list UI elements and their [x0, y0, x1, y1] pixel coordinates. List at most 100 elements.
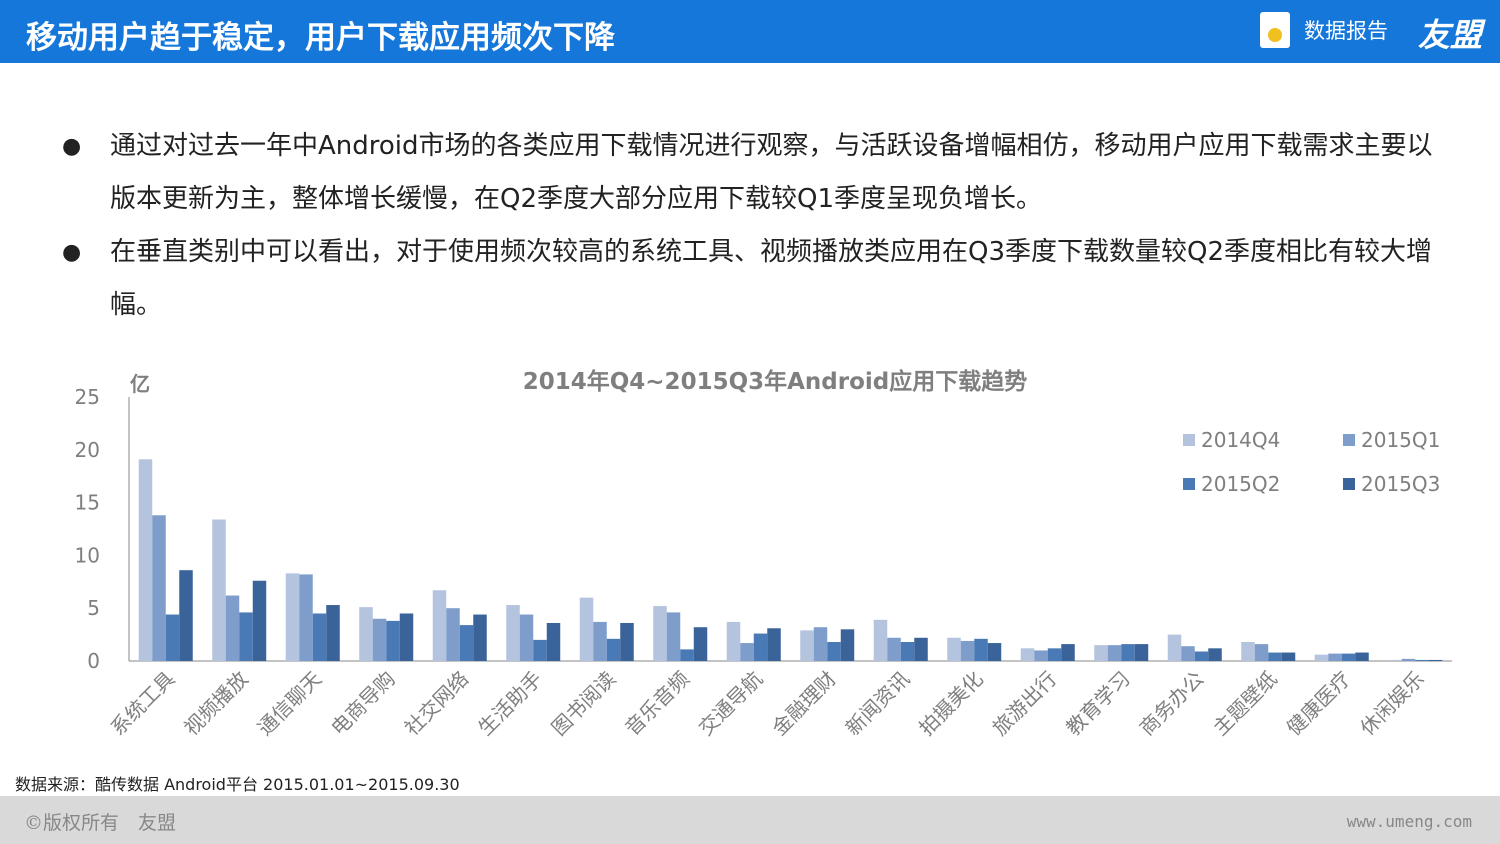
legend-swatch: [1183, 478, 1195, 490]
bar-2015Q1: [1401, 658, 1416, 661]
report-label: 数据报告: [1304, 19, 1388, 43]
x-tick-label: 通信聊天: [253, 667, 327, 741]
bar-2015Q2: [1415, 659, 1429, 661]
x-tick-label: 图书阅读: [547, 667, 621, 741]
bar-2015Q2: [753, 633, 768, 661]
x-tick-label: 电商导购: [326, 667, 400, 741]
bar-2015Q3: [179, 570, 193, 661]
bar-2015Q1: [960, 640, 975, 661]
x-tick-label: 视频播放: [179, 667, 253, 741]
x-tick-label: 社交网络: [400, 667, 474, 741]
bar-2014Q4: [1314, 654, 1329, 661]
bar-2014Q4: [1094, 645, 1108, 661]
bar-2015Q1: [740, 643, 754, 661]
bar-2015Q3: [1281, 652, 1296, 661]
bar-2014Q4: [285, 573, 300, 661]
bar-2014Q4: [873, 619, 888, 661]
bar-2015Q3: [987, 643, 1002, 661]
bullet-text: 在垂直类别中可以看出，对于使用频次较高的系统工具、视频播放类应用在Q3季度下载数…: [110, 237, 1433, 320]
bar-2015Q3: [693, 627, 708, 661]
bar-2015Q2: [900, 641, 915, 661]
x-tick-label: 主题壁纸: [1208, 667, 1282, 741]
y-tick-label: 10: [75, 543, 100, 567]
bar-2014Q4: [1167, 634, 1182, 661]
bullet-item: ● 通过对过去一年中Android市场的各类应用下载情况进行观察，与活跃设备增幅相…: [62, 120, 1442, 226]
bar-2015Q2: [827, 641, 841, 661]
bar-2014Q4: [212, 519, 226, 661]
bar-2015Q1: [299, 574, 313, 661]
footer-url[interactable]: www.umeng.com: [1346, 812, 1472, 831]
x-tick-label: 休闲娱乐: [1355, 667, 1429, 741]
bar-2015Q2: [239, 612, 253, 661]
bar-2014Q4: [138, 459, 153, 661]
bar-2015Q2: [1268, 652, 1282, 661]
bar-2015Q3: [473, 614, 487, 661]
bar-2015Q3: [252, 580, 267, 661]
y-axis-unit: 亿: [130, 372, 150, 396]
bar-2015Q2: [1047, 648, 1062, 661]
bar-2014Q4: [579, 597, 594, 661]
legend-label: 2015Q3: [1361, 472, 1440, 496]
bar-2015Q2: [1121, 644, 1135, 661]
bar-2015Q2: [533, 639, 547, 661]
report-badge: 数据报告: [1260, 12, 1388, 48]
bar-2015Q1: [225, 595, 240, 661]
bar-2015Q3: [767, 628, 781, 661]
legend-label: 2015Q2: [1201, 472, 1280, 496]
y-tick-label: 25: [75, 385, 100, 409]
x-tick-label: 健康医疗: [1282, 667, 1356, 741]
bar-2015Q2: [386, 620, 400, 661]
bar-2015Q3: [399, 613, 414, 661]
bar-2015Q1: [152, 515, 166, 661]
x-tick-label: 商务办公: [1135, 667, 1209, 741]
bar-2015Q3: [1134, 644, 1149, 661]
x-tick-label: 新闻资讯: [841, 667, 915, 741]
bar-2015Q3: [1428, 659, 1443, 661]
bar-2015Q1: [593, 621, 607, 661]
x-tick-label: 拍摄美化: [914, 667, 988, 741]
chart-title: 2014年Q4~2015Q3年Android应用下载趋势: [522, 369, 1028, 395]
bar-2015Q1: [887, 637, 901, 661]
bar-2015Q1: [666, 612, 681, 661]
bar-2014Q4: [506, 605, 520, 661]
y-tick-label: 0: [87, 649, 100, 673]
bar-2015Q1: [1254, 644, 1269, 661]
bar-2015Q3: [546, 622, 561, 661]
copyright: ©版权所有 友盟: [24, 812, 177, 834]
x-tick-label: 金融理财: [767, 667, 841, 741]
bullet-text: 通过对过去一年中Android市场的各类应用下载情况进行观察，与活跃设备增幅相仿…: [110, 131, 1433, 214]
bar-2015Q1: [813, 627, 828, 661]
bar-2015Q3: [1355, 652, 1369, 661]
bar-2014Q4: [359, 607, 373, 661]
bar-2015Q2: [1341, 653, 1356, 661]
bar-2015Q2: [680, 649, 694, 661]
brand-logo: 友盟: [1418, 16, 1483, 54]
x-tick-label: 生活助手: [473, 667, 547, 741]
header-bar: 移动用户趋于稳定，用户下载应用频次下降 数据报告 友盟: [0, 0, 1500, 63]
data-source: 数据来源：酷传数据 Android平台 2015.01.01~2015.09.3…: [15, 775, 460, 794]
bar-2015Q1: [1181, 646, 1195, 661]
bar-2015Q3: [914, 637, 928, 661]
bar-2015Q1: [1107, 645, 1122, 661]
bar-2015Q2: [459, 625, 474, 661]
legend-swatch: [1343, 478, 1355, 490]
bar-2014Q4: [432, 590, 447, 661]
bar-2015Q2: [1194, 651, 1209, 661]
x-tick-label: 交通导航: [694, 667, 768, 741]
bar-2015Q3: [1208, 648, 1222, 661]
x-tick-label: 教育学习: [1061, 667, 1135, 741]
y-tick-label: 5: [87, 596, 100, 620]
bar-2015Q1: [1328, 653, 1342, 661]
bar-2015Q2: [606, 638, 621, 661]
bar-2015Q1: [372, 618, 387, 661]
legend-label: 2014Q4: [1201, 428, 1280, 452]
bar-2014Q4: [726, 621, 741, 661]
bullet-item: ● 在垂直类别中可以看出，对于使用频次较高的系统工具、视频播放类应用在Q3季度下载…: [62, 226, 1442, 332]
bar-chart: 0 5 10 15 20 25 系统工具 视频播放 通信聊天 电商导购 社交网络 生活助手 图书阅读 音乐…: [75, 385, 1452, 741]
bar-2015Q2: [312, 613, 327, 661]
bar-2014Q4: [1241, 641, 1255, 661]
bar-2015Q1: [1034, 650, 1048, 661]
bar-2014Q4: [1020, 648, 1035, 661]
legend-swatch: [1183, 434, 1195, 446]
bar-2015Q2: [974, 638, 988, 661]
